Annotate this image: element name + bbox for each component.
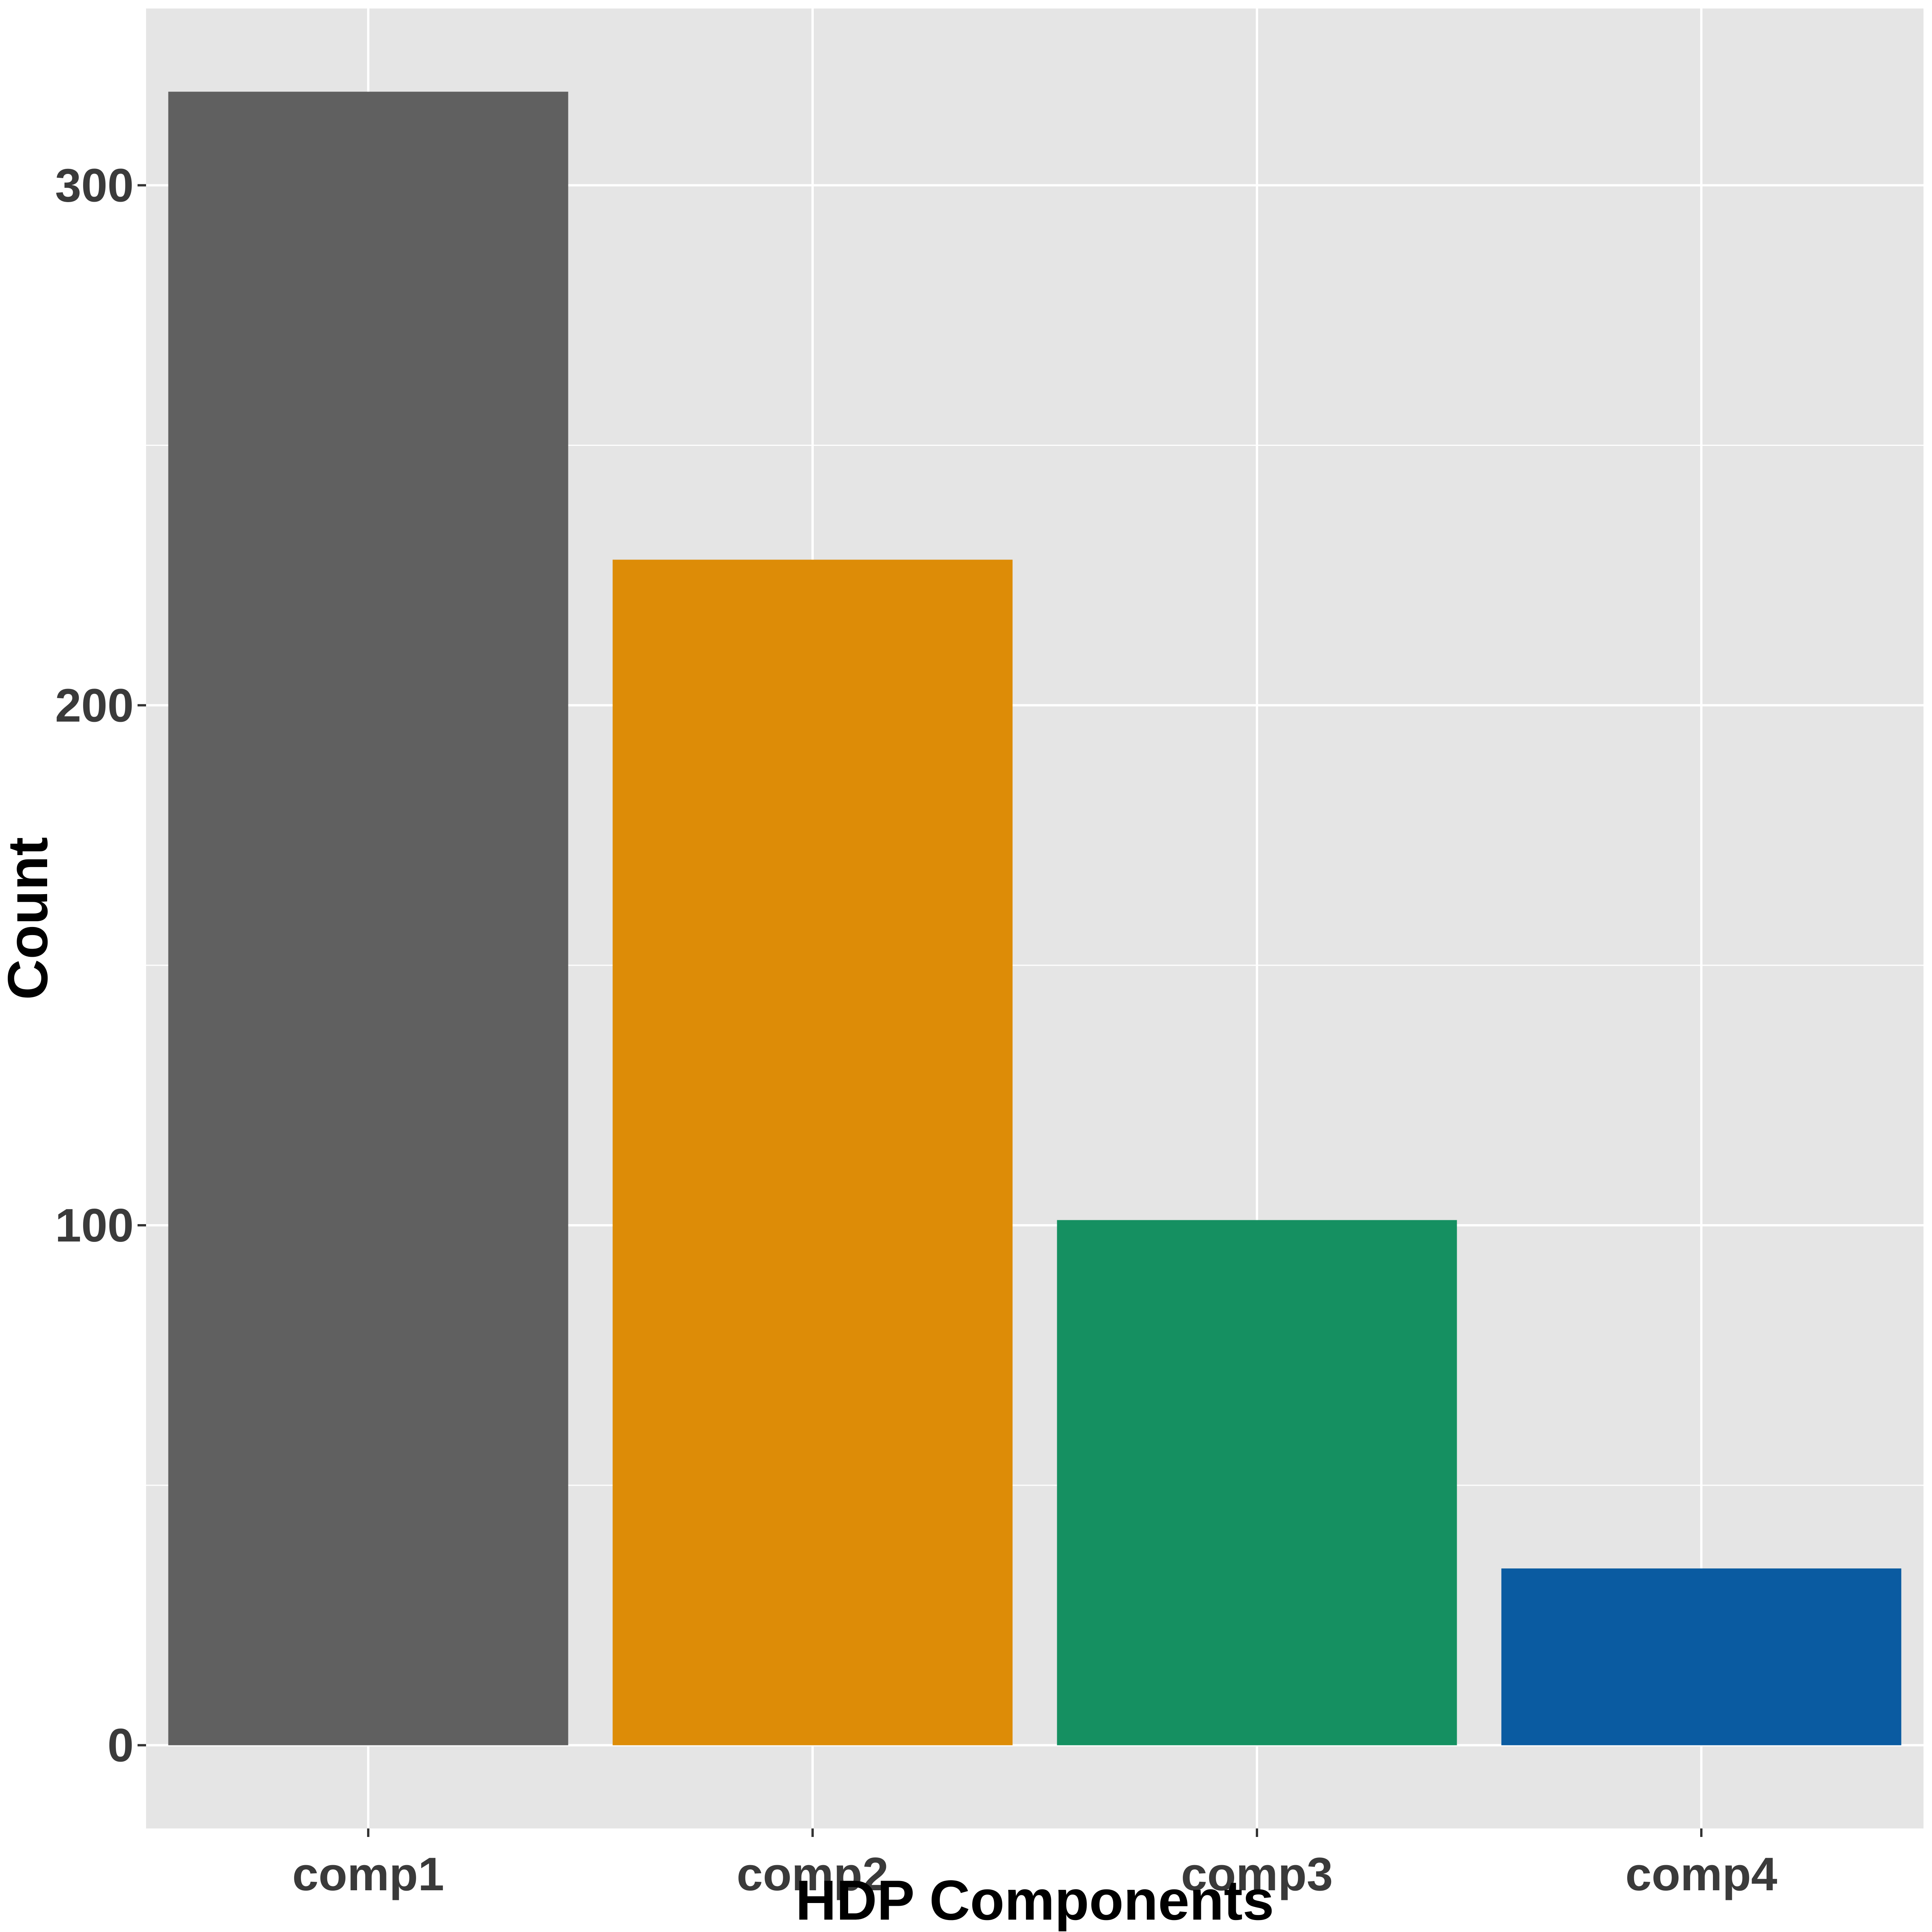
y-axis-title: Count	[0, 837, 59, 1000]
y-axis: 0 100 200 300	[55, 159, 146, 1772]
bar-comp1	[168, 92, 568, 1745]
x-tick-label: comp3	[1181, 1848, 1333, 1900]
bar-comp3	[1057, 1220, 1457, 1745]
y-tick-label: 100	[55, 1199, 134, 1252]
y-tick-label: 200	[55, 679, 134, 731]
bars	[168, 92, 1901, 1745]
y-tick-label: 300	[55, 159, 134, 212]
x-axis-title: HDP Components	[796, 1869, 1274, 1932]
bar-comp2	[612, 560, 1013, 1745]
bar-comp4	[1501, 1568, 1901, 1745]
x-tick-label: comp4	[1625, 1848, 1777, 1900]
x-tick-label: comp1	[292, 1848, 444, 1900]
x-tick-label: comp2	[736, 1848, 888, 1900]
y-tick-label: 0	[107, 1719, 134, 1772]
x-axis: comp1 comp2 comp3 comp4	[292, 1828, 1777, 1900]
